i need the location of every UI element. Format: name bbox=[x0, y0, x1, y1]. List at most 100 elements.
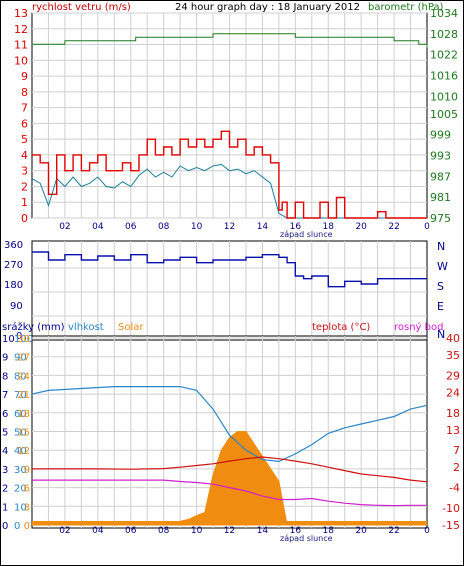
dewpoint-axis-title: rosný bod bbox=[394, 321, 443, 333]
rain-tick-8: 8 bbox=[2, 371, 8, 382]
wind-direction-panel: 360 270 180 90 0 N W S E N bbox=[4, 240, 448, 342]
humidity-line bbox=[31, 386, 428, 463]
compass-labels: N W S E N bbox=[437, 240, 448, 341]
panel1-time-tick-06: 06 bbox=[125, 222, 137, 232]
wind-tick-11: 11 bbox=[14, 39, 28, 52]
panel1-time-tick-0: 0 bbox=[424, 222, 430, 232]
humidity-tick-10: 10 bbox=[14, 502, 27, 513]
panel1-time-tick-04: 04 bbox=[92, 222, 104, 232]
compass-s: S bbox=[437, 280, 444, 293]
sunset-label-bottom: západ slunce bbox=[280, 534, 333, 543]
panel2-series bbox=[32, 251, 427, 288]
direction-degree-ticks: 360 270 180 90 0 bbox=[4, 240, 23, 342]
rain-humidity-solar-ticks: 0123456789100102030405060708090100036912… bbox=[2, 334, 33, 532]
temperature-ticks: -15 -10 -4 2 7 13 18 24 29 35 40 bbox=[442, 332, 460, 532]
humidity-tick-60: 60 bbox=[14, 409, 27, 420]
humidity-tick-90: 90 bbox=[14, 353, 27, 364]
solar-tick-27: 27 bbox=[17, 353, 30, 364]
solar-tick-30: 30 bbox=[17, 334, 30, 345]
panel3-time-tick-02: 02 bbox=[59, 526, 70, 536]
rain-tick-9: 9 bbox=[2, 353, 8, 364]
humidity-axis-title: vlhkost bbox=[68, 322, 104, 333]
panel3-time-tick-06: 06 bbox=[125, 526, 137, 536]
humidity-tick-40: 40 bbox=[14, 446, 27, 457]
temperature-line bbox=[32, 456, 428, 483]
panel1-time-tick-10: 10 bbox=[191, 222, 203, 232]
wind-tick-6: 6 bbox=[21, 117, 28, 130]
panel3-time-tick-20: 20 bbox=[355, 526, 367, 536]
pressure-tick-1005: 1005 bbox=[430, 108, 458, 121]
panel1-series bbox=[31, 33, 428, 219]
solar-tick-24: 24 bbox=[17, 371, 30, 382]
wind-axis-title: rychlost vetru (m/s) bbox=[32, 2, 131, 13]
panel3-time-tick-16: 16 bbox=[290, 526, 302, 536]
dewpoint-line bbox=[32, 479, 427, 507]
pressure-tick-1010: 1010 bbox=[430, 90, 458, 103]
direction-tick-180: 180 bbox=[4, 280, 23, 291]
panel3-time-tick-12: 12 bbox=[224, 526, 235, 536]
panel1-time-tick-14: 14 bbox=[257, 222, 269, 232]
temperature-tick-7: 7 bbox=[453, 444, 460, 457]
wind-direction-line bbox=[32, 251, 427, 288]
panel3-time-tick-18: 18 bbox=[323, 526, 335, 536]
humidity-tick-50: 50 bbox=[14, 428, 27, 439]
rain-tick-7: 7 bbox=[2, 390, 8, 401]
solar-tick-9: 9 bbox=[24, 465, 30, 476]
wind-tick-2: 2 bbox=[21, 180, 28, 193]
rain-tick-6: 6 bbox=[2, 409, 8, 420]
graph-title: 24 hour graph day : 18 January 2012 bbox=[175, 2, 360, 13]
solar-tick-15: 15 bbox=[17, 428, 30, 439]
humidity-tick-70: 70 bbox=[14, 390, 27, 401]
compass-n-top: N bbox=[437, 240, 445, 253]
rain-tick-10: 10 bbox=[2, 334, 15, 345]
rain-tick-3: 3 bbox=[2, 465, 8, 476]
direction-tick-360: 360 bbox=[4, 240, 23, 251]
panel3-time-tick-22: 22 bbox=[388, 526, 399, 536]
rain-axis-title: srážky (mm) bbox=[2, 321, 65, 333]
humidity-tick-30: 30 bbox=[14, 465, 27, 476]
panel3-time-ticks: 02 04 06 08 10 12 14 16 18 20 22 0 bbox=[59, 526, 430, 536]
panel1-time-tick-18: 18 bbox=[323, 222, 335, 232]
rain-tick-4: 4 bbox=[2, 446, 8, 457]
humidity-tick-100: 100 bbox=[14, 334, 33, 345]
direction-tick-270: 270 bbox=[4, 260, 23, 271]
pressure-tick-999: 999 bbox=[430, 129, 451, 142]
wind-tick-4: 4 bbox=[21, 149, 28, 162]
panel1-time-tick-20: 20 bbox=[355, 222, 367, 232]
panel1-grid bbox=[32, 12, 427, 219]
panel1-time-tick-16: 16 bbox=[290, 222, 302, 232]
direction-tick-0: 0 bbox=[16, 331, 22, 342]
pressure-tick-975: 975 bbox=[430, 212, 451, 225]
pressure-tick-987: 987 bbox=[430, 170, 451, 183]
pressure-tick-1016: 1016 bbox=[430, 70, 458, 83]
wind-gust-line bbox=[32, 130, 427, 219]
compass-w: W bbox=[437, 260, 448, 273]
wind-tick-5: 5 bbox=[21, 133, 28, 146]
panel3-time-tick-0: 0 bbox=[424, 526, 430, 536]
solar-tick-3: 3 bbox=[24, 502, 30, 513]
temperature-tick--15: -15 bbox=[442, 519, 460, 532]
pressure-axis-title: barometr (hPa) bbox=[368, 2, 444, 13]
sunset-label-top: západ slunce bbox=[280, 230, 333, 239]
wind-tick-0: 0 bbox=[21, 212, 28, 225]
pressure-ticks: 975 981 987 993 999 1005 1010 1016 1022 1028 1034 bbox=[430, 7, 458, 225]
rain-tick-2: 2 bbox=[2, 484, 8, 495]
solar-axis-title: Solar bbox=[118, 322, 144, 333]
humidity-tick-80: 80 bbox=[14, 371, 27, 382]
panel3-time-tick-14: 14 bbox=[257, 526, 269, 536]
pressure-tick-1034: 1034 bbox=[430, 7, 458, 20]
pressure-tick-1022: 1022 bbox=[430, 49, 458, 62]
rain-tick-5: 5 bbox=[2, 428, 8, 439]
temperature-tick--10: -10 bbox=[442, 502, 460, 515]
temperature-tick-13: 13 bbox=[446, 424, 460, 437]
solar-tick-0: 0 bbox=[24, 521, 30, 532]
temperature-humidity-panel: 0123456789100102030405060708090100036912… bbox=[2, 332, 460, 543]
panel3-time-tick-04: 04 bbox=[92, 526, 104, 536]
wind-tick-10: 10 bbox=[14, 54, 28, 67]
panel3-time-tick-08: 08 bbox=[158, 526, 170, 536]
temperature-tick-24: 24 bbox=[446, 386, 460, 399]
solar-tick-21: 21 bbox=[17, 390, 30, 401]
panel1-time-ticks: 02 04 06 08 10 12 14 16 18 20 22 0 bbox=[59, 222, 430, 232]
